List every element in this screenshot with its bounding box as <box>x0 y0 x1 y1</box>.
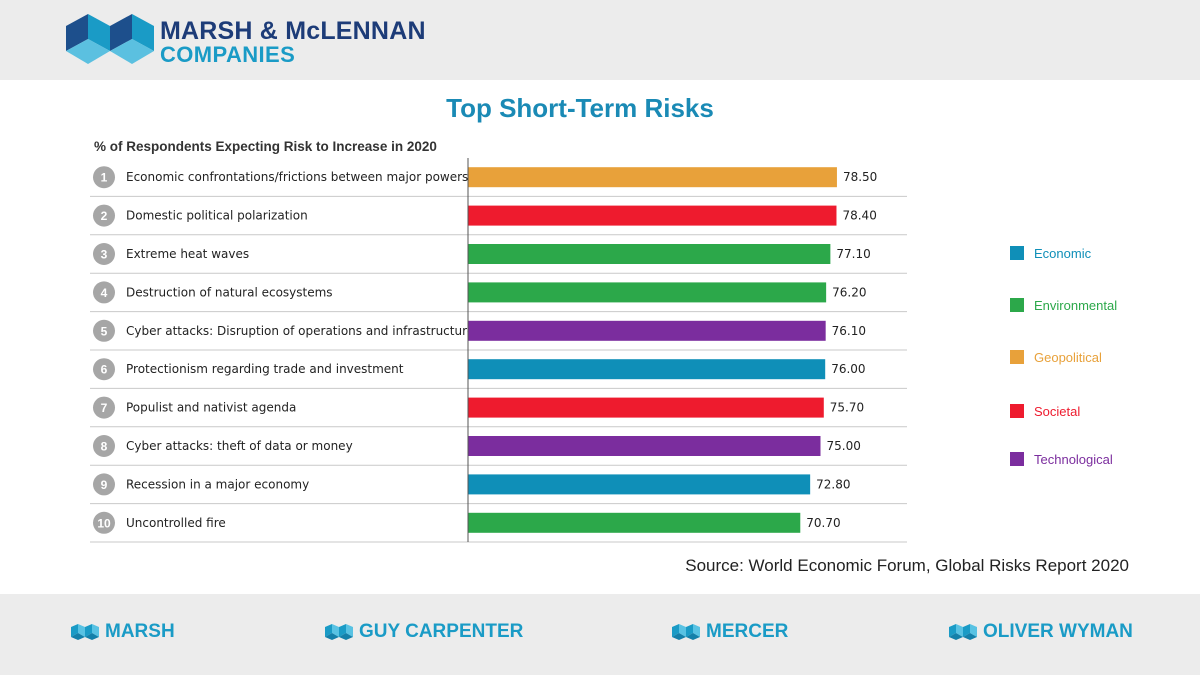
value-label: 76.20 <box>832 285 866 299</box>
brand-name-line1: MARSH & McLENNAN <box>160 17 426 45</box>
oliver-wyman-icon <box>949 624 977 640</box>
legend-item-technological: Technological <box>1010 451 1113 467</box>
header-bar: MARSH & McLENNAN COMPANIES <box>0 0 1200 80</box>
category-label: Uncontrolled fire <box>126 516 226 530</box>
category-label: Protectionism regarding trade and invest… <box>126 362 404 376</box>
source-note: Source: World Economic Forum, Global Ris… <box>685 556 1129 575</box>
rank-badge <box>93 358 115 381</box>
value-label: 78.50 <box>843 170 877 184</box>
legend-swatch <box>1010 350 1024 364</box>
rank-number: 7 <box>101 401 108 415</box>
category-label: Destruction of natural ecosystems <box>126 285 333 299</box>
value-label: 75.70 <box>830 401 864 415</box>
rank-badge <box>93 473 115 496</box>
footer-brand-oliver-wyman: OLIVER WYMAN <box>949 621 1133 643</box>
category-label: Populist and nativist agenda <box>126 401 296 415</box>
category-label: Recession in a major economy <box>126 477 309 491</box>
rank-badge <box>93 166 115 189</box>
legend-label: Economic <box>1034 245 1092 261</box>
value-label: 76.00 <box>831 362 865 376</box>
bar-environmental <box>468 512 801 533</box>
chart-subtitle: % of Respondents Expecting Risk to Incre… <box>94 139 437 154</box>
legend-label: Societal <box>1034 403 1081 419</box>
rank-number: 5 <box>101 324 108 338</box>
legend-label: Environmental <box>1034 297 1118 313</box>
rank-badge <box>93 204 115 227</box>
footer-bar <box>0 594 1200 675</box>
marsh-mclennan-logo-icon <box>66 14 154 64</box>
footer-brand-label: MERCER <box>706 621 789 642</box>
rank-badge <box>93 243 115 265</box>
marsh-icon <box>71 624 99 640</box>
bar-societal <box>468 205 837 226</box>
legend-item-societal: Societal <box>1010 403 1080 419</box>
rank-number: 3 <box>101 248 108 262</box>
legend-item-environmental: Environmental <box>1010 297 1117 313</box>
rank-number: 2 <box>101 209 108 223</box>
legend-item-economic: Economic <box>1010 245 1091 261</box>
category-label: Economic confrontations/frictions betwee… <box>126 170 468 184</box>
value-label: 77.10 <box>836 247 870 261</box>
bar-geopolitical <box>468 167 837 188</box>
bar-environmental <box>468 282 827 303</box>
category-label: Cyber attacks: Disruption of operations … <box>126 324 474 338</box>
rank-badge <box>93 319 115 342</box>
legend-swatch <box>1010 452 1024 466</box>
chart-title: Top Short-Term Risks <box>446 93 714 123</box>
brand-name-line2: COMPANIES <box>160 42 296 67</box>
bar-environmental <box>468 244 831 264</box>
footer-brand-label: GUY CARPENTER <box>359 621 524 642</box>
rank-badge <box>93 435 115 457</box>
rank-number: 6 <box>101 363 108 377</box>
value-label: 78.40 <box>842 209 876 223</box>
category-label: Domestic political polarization <box>126 209 308 223</box>
legend-swatch <box>1010 298 1024 312</box>
rank-number: 1 <box>101 171 108 185</box>
mercer-icon <box>672 624 700 640</box>
category-label: Extreme heat waves <box>126 247 249 261</box>
bar-economic <box>468 359 826 380</box>
value-label: 72.80 <box>816 477 850 491</box>
rank-badge <box>93 281 115 304</box>
guy-carpenter-icon <box>325 624 353 640</box>
footer-brand-mercer: MERCER <box>672 621 788 643</box>
rank-number: 10 <box>97 516 111 530</box>
value-label: 76.10 <box>832 324 866 338</box>
footer-brand-marsh: MARSH <box>71 621 175 643</box>
value-label: 75.00 <box>827 439 861 453</box>
bar-societal <box>468 397 824 418</box>
legend-label: Technological <box>1034 451 1113 467</box>
legend-item-geopolitical: Geopolitical <box>1010 349 1102 365</box>
bar-technological <box>468 320 826 341</box>
value-label: 70.70 <box>806 516 840 530</box>
legend-swatch <box>1010 404 1024 418</box>
rank-badge <box>93 396 115 419</box>
bar-economic <box>468 474 811 495</box>
footer-brand-guy-carpenter: GUY CARPENTER <box>325 621 523 643</box>
legend-swatch <box>1010 246 1024 260</box>
footer-brand-label: OLIVER WYMAN <box>983 621 1133 642</box>
category-label: Cyber attacks: theft of data or money <box>126 439 353 453</box>
rank-number: 8 <box>101 440 108 454</box>
rank-number: 4 <box>101 286 108 300</box>
bar-technological <box>468 436 821 456</box>
rank-badge <box>93 511 115 534</box>
rank-number: 9 <box>101 478 108 492</box>
legend-label: Geopolitical <box>1034 349 1102 365</box>
footer-brand-label: MARSH <box>105 621 175 642</box>
